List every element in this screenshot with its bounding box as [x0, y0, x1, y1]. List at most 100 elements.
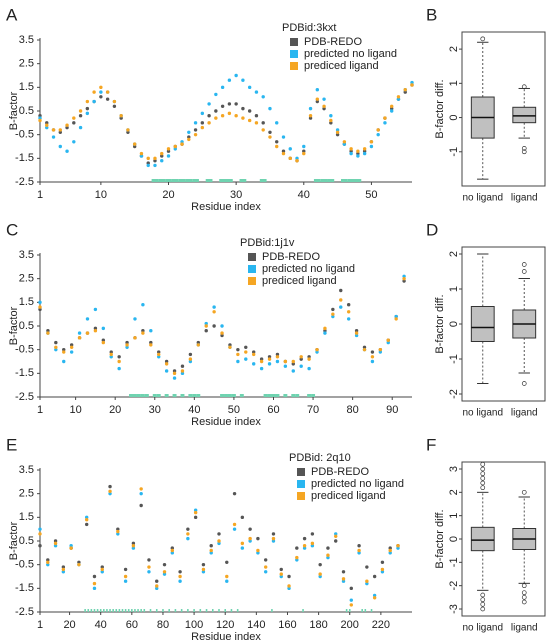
point [166, 147, 171, 151]
binding-residue [152, 394, 157, 397]
point [53, 544, 58, 548]
point [335, 132, 340, 137]
point [302, 144, 306, 149]
point [388, 546, 392, 550]
binding-residue [158, 179, 166, 182]
point [61, 570, 66, 574]
point [188, 359, 193, 364]
x-tick-label: 90 [386, 404, 398, 416]
point [326, 553, 330, 557]
point [51, 128, 56, 132]
point [228, 345, 232, 349]
point [288, 156, 292, 161]
point [123, 579, 128, 583]
point [403, 88, 407, 92]
point [271, 536, 276, 541]
point [85, 317, 90, 321]
binding-residue [174, 609, 177, 612]
point [157, 355, 161, 359]
point [38, 544, 42, 548]
point [84, 518, 89, 522]
point [109, 355, 113, 359]
point [279, 574, 283, 579]
point [173, 144, 177, 149]
point [146, 163, 150, 168]
outlier [521, 262, 527, 267]
point [220, 104, 225, 108]
point [232, 522, 237, 527]
binding-residue [127, 609, 130, 612]
point [139, 151, 144, 156]
point [339, 305, 343, 309]
point [72, 140, 76, 144]
point [349, 586, 353, 591]
outlier [480, 475, 486, 481]
outlier [521, 381, 527, 386]
point [187, 130, 191, 134]
binding-residue [121, 609, 124, 612]
point [252, 350, 256, 354]
binding-residue [84, 609, 86, 612]
point [281, 135, 286, 139]
binding-residue [239, 394, 244, 397]
point [92, 581, 97, 586]
point [178, 574, 182, 579]
x-tick-label: ligand [511, 193, 538, 204]
point [295, 558, 299, 562]
series [38, 83, 414, 163]
series [38, 491, 400, 602]
series [38, 274, 406, 380]
point [248, 527, 252, 531]
point [261, 121, 265, 125]
point [403, 90, 407, 94]
point [92, 90, 96, 94]
point [77, 331, 82, 335]
point [291, 362, 295, 366]
point [126, 130, 130, 134]
point [160, 154, 164, 158]
point [354, 333, 359, 338]
legend-swatch [297, 480, 305, 488]
binding-residue [220, 394, 225, 397]
y-tick-label: 1.5 [19, 511, 34, 523]
point [139, 491, 143, 496]
outlier [521, 590, 527, 596]
point [178, 570, 182, 574]
point [204, 329, 208, 333]
point [72, 116, 76, 120]
y-tick-label: -2.5 [15, 606, 34, 618]
binding-residue [230, 609, 233, 612]
point [275, 359, 280, 364]
panel-label: F [426, 435, 436, 454]
point [196, 343, 200, 347]
point [69, 343, 74, 347]
point [318, 562, 322, 567]
point [112, 104, 117, 108]
point [178, 579, 182, 583]
point [234, 73, 238, 78]
point [164, 359, 169, 364]
binding-residue [144, 394, 149, 397]
point [329, 118, 333, 123]
binding-residue [115, 609, 118, 612]
point [322, 104, 326, 108]
y-tick-label: 1 [448, 80, 460, 86]
point [275, 144, 279, 149]
x-tick-label: 100 [185, 619, 203, 631]
point [240, 546, 245, 550]
point [357, 548, 361, 553]
point [46, 329, 50, 333]
point [93, 326, 98, 331]
point [207, 121, 211, 125]
x-tick-label: 120 [216, 619, 234, 631]
point [45, 121, 49, 125]
binding-residue [211, 609, 214, 612]
point [291, 359, 295, 364]
point [259, 357, 264, 361]
point [139, 154, 144, 158]
point [108, 484, 112, 489]
legend-label: predicted no ligand [262, 263, 355, 275]
point [105, 97, 110, 101]
outlier [521, 599, 527, 605]
point [318, 574, 322, 579]
